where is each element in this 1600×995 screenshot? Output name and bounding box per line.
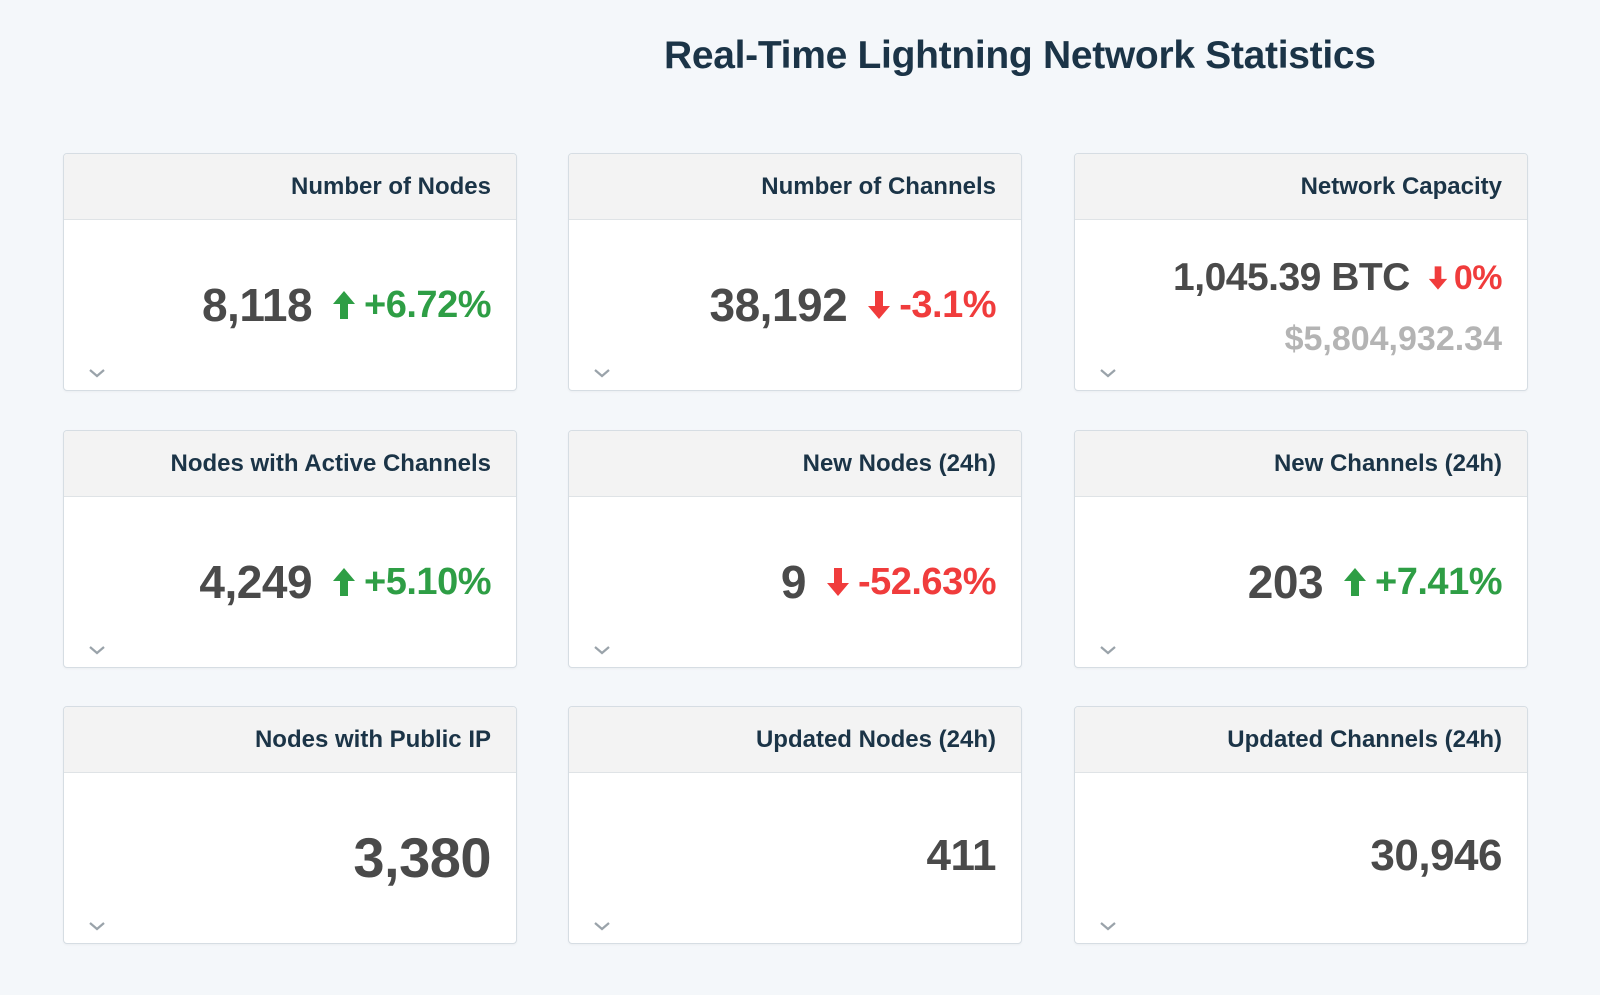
card-body: 1,045.39 BTC 0% $5,804,932.34 bbox=[1075, 220, 1527, 390]
change-percent: -52.63% bbox=[857, 560, 997, 603]
card-body: 38,192 -3.1% bbox=[569, 220, 1021, 390]
arrow-down-icon bbox=[826, 567, 850, 597]
arrow-down-icon bbox=[1428, 265, 1448, 291]
card-title: Network Capacity bbox=[1300, 172, 1502, 200]
metric-value: 9 bbox=[780, 556, 807, 608]
page-title: Real-Time Lightning Network Statistics bbox=[664, 34, 1376, 77]
metric-row: 203 +7.41% bbox=[1247, 555, 1503, 609]
change-percent: -3.1% bbox=[899, 283, 996, 326]
change-indicator: 0% bbox=[1428, 258, 1503, 298]
card-header: Updated Channels (24h) bbox=[1075, 707, 1527, 773]
metric-row: 4,249 +5.10% bbox=[199, 555, 491, 609]
metric-row: 9 -52.63% bbox=[780, 555, 997, 609]
card-title: Number of Channels bbox=[761, 172, 996, 200]
card-title: New Nodes (24h) bbox=[802, 449, 996, 477]
chevron-down-icon[interactable] bbox=[86, 642, 108, 658]
card-header: New Nodes (24h) bbox=[569, 431, 1021, 497]
metric-value: 4,249 bbox=[199, 556, 313, 608]
card-network-capacity: Network Capacity 1,045.39 BTC 0% $5,804,… bbox=[1074, 153, 1528, 391]
card-title: Nodes with Active Channels bbox=[170, 449, 491, 477]
arrow-up-icon bbox=[332, 290, 356, 320]
metric-value: 30,946 bbox=[1370, 831, 1502, 880]
card-body: 4,249 +5.10% bbox=[64, 497, 516, 667]
metric-row: 3,380 bbox=[353, 825, 491, 890]
change-percent: +7.41% bbox=[1375, 560, 1502, 603]
change-indicator: -52.63% bbox=[826, 560, 997, 604]
card-nodes-with-active-channels: Nodes with Active Channels 4,249 +5.10% bbox=[63, 430, 517, 668]
card-updated-channels: Updated Channels (24h) 30,946 bbox=[1074, 706, 1528, 944]
metric-value: 8,118 bbox=[201, 279, 313, 331]
chevron-down-icon[interactable] bbox=[1097, 365, 1119, 381]
chevron-down-icon[interactable] bbox=[591, 365, 613, 381]
arrow-down-icon bbox=[867, 290, 891, 320]
chevron-down-icon[interactable] bbox=[86, 365, 108, 381]
card-new-nodes: New Nodes (24h) 9 -52.63% bbox=[568, 430, 1022, 668]
arrow-up-icon bbox=[332, 567, 356, 597]
metric-row: 411 bbox=[926, 831, 997, 881]
card-header: Nodes with Public IP bbox=[64, 707, 516, 773]
metric-row: 8,118 +6.72% bbox=[201, 278, 492, 332]
card-nodes-with-public-ip: Nodes with Public IP 3,380 bbox=[63, 706, 517, 944]
card-body: 8,118 +6.72% bbox=[64, 220, 516, 390]
card-title: Updated Channels (24h) bbox=[1227, 725, 1502, 753]
card-header: Updated Nodes (24h) bbox=[569, 707, 1021, 773]
card-title: New Channels (24h) bbox=[1273, 449, 1502, 477]
metric-value: 38,192 bbox=[709, 279, 848, 331]
card-number-of-nodes: Number of Nodes 8,118 +6.72% bbox=[63, 153, 517, 391]
card-title: Nodes with Public IP bbox=[254, 725, 491, 753]
change-indicator: +7.41% bbox=[1343, 561, 1502, 604]
change-indicator: +5.10% bbox=[332, 561, 491, 604]
card-body: 3,380 bbox=[64, 773, 516, 943]
card-body: 411 bbox=[569, 773, 1021, 943]
chevron-down-icon[interactable] bbox=[1097, 918, 1119, 934]
card-header: Network Capacity bbox=[1075, 154, 1527, 220]
chevron-down-icon[interactable] bbox=[1097, 642, 1119, 658]
card-header: Nodes with Active Channels bbox=[64, 431, 516, 497]
metric-value: 203 bbox=[1247, 556, 1324, 608]
change-percent: +6.72% bbox=[364, 283, 491, 326]
card-title: Updated Nodes (24h) bbox=[755, 725, 996, 753]
metric-row: 1,045.39 BTC 0% bbox=[1173, 256, 1502, 300]
card-number-of-channels: Number of Channels 38,192 -3.1% bbox=[568, 153, 1022, 391]
chevron-down-icon[interactable] bbox=[86, 918, 108, 934]
chevron-down-icon[interactable] bbox=[591, 642, 613, 658]
usd-value: $5,804,932.34 bbox=[1284, 320, 1502, 358]
metric-value: 1,045.39 BTC bbox=[1173, 256, 1410, 299]
card-body: 9 -52.63% bbox=[569, 497, 1021, 667]
arrow-up-icon bbox=[1343, 567, 1367, 597]
change-percent: 0% bbox=[1453, 258, 1503, 297]
change-indicator: +6.72% bbox=[332, 284, 491, 327]
card-header: Number of Nodes bbox=[64, 154, 516, 220]
card-new-channels: New Channels (24h) 203 +7.41% bbox=[1074, 430, 1528, 668]
card-header: Number of Channels bbox=[569, 154, 1021, 220]
card-header: New Channels (24h) bbox=[1075, 431, 1527, 497]
card-updated-nodes: Updated Nodes (24h) 411 bbox=[568, 706, 1022, 944]
change-indicator: -3.1% bbox=[867, 284, 996, 327]
card-body: 203 +7.41% bbox=[1075, 497, 1527, 667]
metric-row: 30,946 bbox=[1370, 831, 1502, 881]
chevron-down-icon[interactable] bbox=[591, 918, 613, 934]
card-title: Number of Nodes bbox=[290, 172, 491, 200]
card-body: 30,946 bbox=[1075, 773, 1527, 943]
metric-value: 3,380 bbox=[353, 826, 491, 889]
metric-value: 411 bbox=[926, 831, 997, 880]
change-percent: +5.10% bbox=[364, 560, 491, 603]
metric-row: 38,192 -3.1% bbox=[709, 278, 997, 332]
